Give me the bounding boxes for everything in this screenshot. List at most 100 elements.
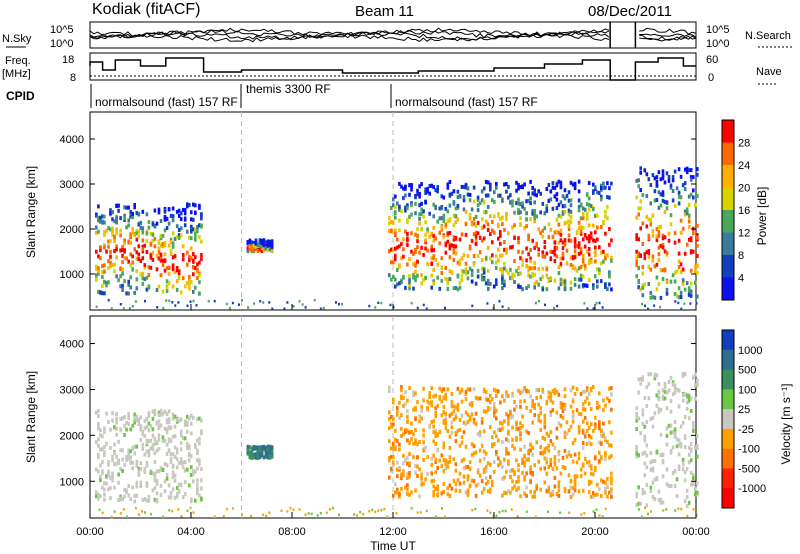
- echo-cell: [396, 237, 399, 242]
- echo-cell: [270, 240, 274, 245]
- ground-scatter-cell: [228, 306, 231, 310]
- ground-scatter-cell: [171, 509, 174, 513]
- echo-cell: [645, 453, 649, 458]
- echo-cell: [639, 501, 642, 506]
- ground-scatter-cell: [134, 506, 137, 510]
- echo-cell: [196, 491, 199, 496]
- echo-cell: [188, 483, 191, 488]
- echo-cell: [147, 220, 151, 225]
- ground-scatter-cell: [689, 302, 692, 305]
- echo-cell: [596, 400, 599, 405]
- ground-scatter-cell: [395, 512, 398, 515]
- echo-cell: [426, 248, 429, 253]
- echo-cell: [527, 237, 530, 242]
- echo-cell: [468, 417, 472, 422]
- echo-cell: [139, 437, 143, 442]
- echo-cell: [129, 235, 132, 239]
- echo-cell: [551, 250, 555, 255]
- echo-cell: [600, 454, 603, 459]
- echo-cell: [529, 248, 532, 252]
- echo-cell: [105, 474, 108, 479]
- colorbar-tick-label: -1000: [738, 483, 766, 495]
- echo-cell: [517, 210, 520, 215]
- echo-cell: [430, 273, 433, 278]
- echo-cell: [430, 256, 433, 261]
- echo-cell: [645, 214, 649, 219]
- echo-cell: [671, 471, 675, 476]
- echo-cell: [458, 443, 462, 448]
- echo-cell: [169, 460, 173, 464]
- echo-cell: [671, 380, 675, 385]
- echo-cell: [529, 448, 532, 453]
- echo-cell: [505, 250, 508, 255]
- echo-cell: [171, 452, 175, 457]
- echo-cell: [480, 226, 484, 231]
- echo-cell: [474, 241, 478, 246]
- echo-cell: [390, 277, 393, 282]
- echo-cell: [107, 280, 110, 285]
- echo-cell: [497, 389, 500, 394]
- echo-cell: [569, 404, 573, 409]
- nsky-label: N.Sky: [2, 33, 32, 45]
- echo-cell: [155, 498, 159, 502]
- echo-cell: [577, 412, 581, 416]
- echo-cell: [165, 216, 169, 221]
- echo-cell: [589, 407, 593, 411]
- echo-cell: [165, 418, 169, 423]
- echo-cell: [545, 287, 549, 292]
- echo-cell: [97, 229, 100, 234]
- echo-cell: [190, 465, 193, 470]
- echo-cell: [661, 453, 665, 458]
- echo-cell: [480, 198, 484, 203]
- ground-scatter-cell: [101, 511, 104, 515]
- echo-cell: [414, 275, 417, 280]
- echo-cell: [179, 483, 183, 488]
- echo-cell: [482, 429, 486, 434]
- echo-cell: [533, 272, 536, 277]
- echo-cell: [669, 375, 673, 380]
- echo-cell: [119, 248, 122, 253]
- echo-cell: [677, 452, 681, 457]
- echo-cell: [188, 458, 191, 463]
- echo-cell: [525, 493, 528, 498]
- echo-cell: [123, 494, 126, 499]
- echo-cell: [133, 205, 136, 210]
- echo-cell: [97, 408, 100, 413]
- echo-cell: [145, 231, 149, 236]
- ground-scatter-cell: [192, 299, 195, 303]
- echo-cell: [480, 416, 484, 421]
- echo-cell: [585, 212, 589, 217]
- echo-cell: [537, 247, 540, 252]
- echo-cell: [446, 281, 450, 286]
- echo-cell: [105, 280, 108, 285]
- echo-cell: [571, 385, 575, 390]
- ground-scatter-cell: [131, 305, 134, 308]
- echo-cell: [103, 243, 106, 248]
- echo-cell: [432, 238, 435, 243]
- echo-cell: [186, 442, 189, 447]
- echo-cell: [533, 281, 536, 286]
- echo-cell: [264, 454, 268, 459]
- echo-cell: [101, 485, 104, 490]
- echo-cell: [188, 258, 191, 263]
- echo-cell: [432, 254, 435, 259]
- echo-cell: [592, 182, 595, 187]
- echo-cell: [408, 492, 411, 497]
- freq-label-1: Freq.: [5, 55, 31, 67]
- echo-cell: [416, 239, 419, 244]
- echo-cell: [408, 274, 411, 278]
- echo-cell: [511, 244, 514, 249]
- echo-cell: [663, 210, 667, 215]
- echo-cell: [390, 247, 393, 252]
- echo-cell: [549, 463, 553, 467]
- echo-cell: [472, 217, 476, 221]
- echo-cell: [408, 386, 411, 391]
- echo-cell: [438, 241, 442, 246]
- echo-cell: [428, 211, 431, 216]
- echo-cell: [183, 468, 187, 473]
- echo-cell: [581, 430, 585, 435]
- echo-cell: [505, 390, 508, 395]
- echo-cell: [647, 177, 651, 182]
- echo-cell: [448, 231, 452, 235]
- echo-cell: [129, 285, 132, 290]
